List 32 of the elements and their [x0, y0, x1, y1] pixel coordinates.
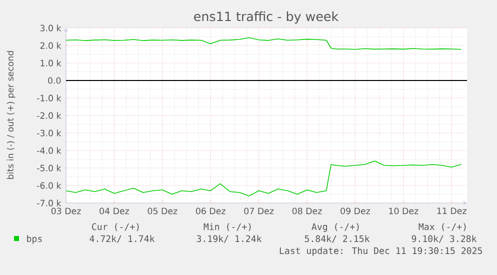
x-tick-label: 10 Dez	[389, 208, 418, 214]
x-tick-label: 03 Dez	[51, 208, 81, 214]
y-tick-label: -2.0 k	[37, 112, 62, 119]
y-tick-label: -3.0 k	[37, 130, 62, 136]
y-tick-label: -7.0 k	[37, 200, 62, 206]
text: Avg (-/+)	[312, 223, 359, 232]
x-tick-label: 08 Dez	[292, 208, 322, 214]
y-tick-label: -1.0 k	[37, 94, 62, 102]
x-tick-label: 07 Dez	[244, 208, 274, 214]
text: 4.72k/ 1.74k	[90, 235, 155, 243]
x-tick-label: 09 Dez	[340, 208, 370, 214]
y-tick-label: 2.0 k	[40, 42, 62, 49]
y-tick-label: -6.0 k	[37, 182, 62, 189]
y-tick-label: -4.0 k	[37, 147, 62, 154]
chart-title: ens11 traffic - by week	[194, 11, 339, 24]
text: 3.19k/ 1.24k	[196, 235, 262, 243]
y-tick-label: 0.0	[48, 77, 61, 84]
y-tick-label: -5.0 k	[37, 164, 62, 172]
x-tick-label: 11 Dez	[437, 208, 466, 214]
x-tick-label: 05 Dez	[148, 208, 178, 214]
text: Min (-/+)	[204, 223, 251, 232]
text: 5.84k/ 2.15k	[304, 235, 370, 243]
text: 9.10k/ 3.28k	[412, 235, 477, 243]
text: Cur (-/+)	[92, 223, 139, 232]
text: Max (-/+)	[418, 223, 466, 232]
x-tick-label: 06 Dez	[196, 208, 226, 214]
x-tick-label: 04 Dez	[100, 208, 129, 214]
legend-label: bps	[27, 235, 42, 244]
y-axis-title: bits in (-) / out (+) per second	[6, 51, 16, 179]
text: Last update: Thu Dec 11 19:30:15 2025	[280, 247, 482, 256]
y-tick-label: 1.0 k	[40, 60, 62, 66]
y-tick-label: 3.0 k	[40, 24, 62, 32]
